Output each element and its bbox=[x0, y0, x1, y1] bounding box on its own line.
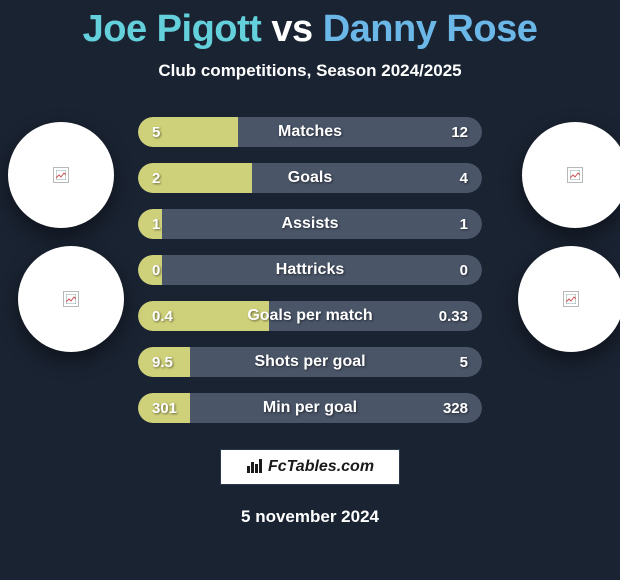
player2-name: Danny Rose bbox=[323, 8, 538, 50]
stat-value-left: 301 bbox=[152, 400, 177, 417]
logo-text: FcTables.com bbox=[268, 458, 374, 476]
stat-value-right: 1 bbox=[460, 216, 468, 233]
stat-value-right: 0 bbox=[460, 262, 468, 279]
stat-row: 0.4 Goals per match 0.33 bbox=[138, 301, 482, 331]
vs-text: vs bbox=[271, 8, 312, 50]
stat-value-left: 9.5 bbox=[152, 354, 173, 371]
player1-avatar-top bbox=[8, 122, 114, 228]
logo-box: FcTables.com bbox=[220, 449, 400, 485]
stat-label: Min per goal bbox=[263, 399, 357, 417]
stat-label: Shots per goal bbox=[254, 353, 365, 371]
stat-value-right: 5 bbox=[460, 354, 468, 371]
stat-row: 2 Goals 4 bbox=[138, 163, 482, 193]
stat-row: 1 Assists 1 bbox=[138, 209, 482, 239]
stat-row: 0 Hattricks 0 bbox=[138, 255, 482, 285]
chart-bars-icon bbox=[246, 456, 264, 479]
stat-value-left: 0 bbox=[152, 262, 160, 279]
broken-image-icon bbox=[53, 167, 69, 183]
stat-value-right: 12 bbox=[451, 124, 468, 141]
broken-image-icon bbox=[563, 291, 579, 307]
stat-label: Matches bbox=[278, 123, 342, 141]
broken-image-icon bbox=[63, 291, 79, 307]
player1-name: Joe Pigott bbox=[83, 8, 262, 50]
stat-row: 5 Matches 12 bbox=[138, 117, 482, 147]
stat-value-left: 0.4 bbox=[152, 308, 173, 325]
stat-label: Goals bbox=[288, 169, 332, 187]
player2-avatar-bottom bbox=[518, 246, 620, 352]
page-title: Joe Pigott vs Danny Rose bbox=[83, 8, 538, 51]
stat-value-left: 2 bbox=[152, 170, 160, 187]
stat-label: Goals per match bbox=[247, 307, 372, 325]
broken-image-icon bbox=[567, 167, 583, 183]
subtitle: Club competitions, Season 2024/2025 bbox=[158, 61, 461, 81]
stat-row: 9.5 Shots per goal 5 bbox=[138, 347, 482, 377]
stat-value-right: 0.33 bbox=[439, 308, 468, 325]
stat-value-left: 1 bbox=[152, 216, 160, 233]
player2-avatar-top bbox=[522, 122, 620, 228]
player1-avatar-bottom bbox=[18, 246, 124, 352]
stat-value-right: 4 bbox=[460, 170, 468, 187]
stat-label: Assists bbox=[282, 215, 339, 233]
stat-row: 301 Min per goal 328 bbox=[138, 393, 482, 423]
stat-label: Hattricks bbox=[276, 261, 344, 279]
stat-value-left: 5 bbox=[152, 124, 160, 141]
date-text: 5 november 2024 bbox=[241, 507, 379, 527]
stat-value-right: 328 bbox=[443, 400, 468, 417]
